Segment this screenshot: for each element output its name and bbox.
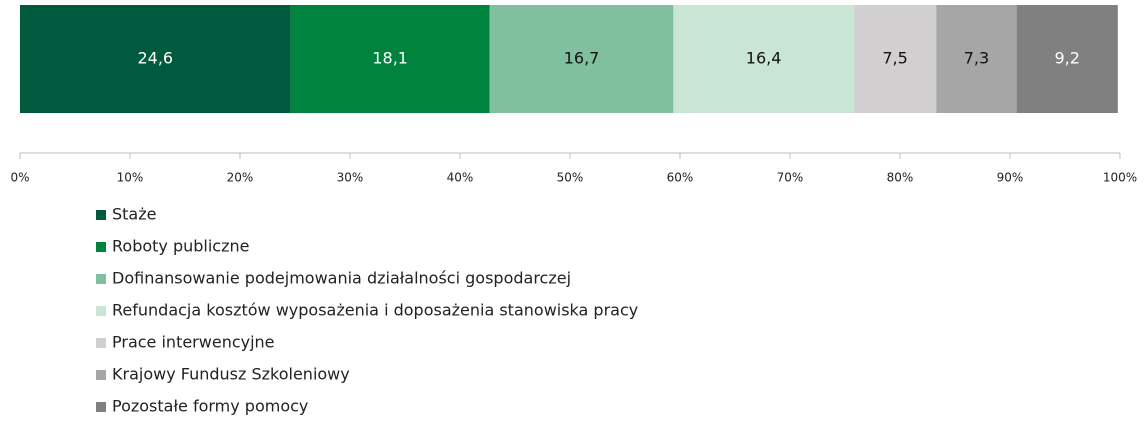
legend-label: Krajowy Fundusz Szkoleniowy — [112, 365, 350, 384]
x-tick-label: 50% — [557, 171, 584, 185]
x-tick-label: 30% — [337, 171, 364, 185]
legend-swatch — [96, 274, 106, 284]
x-tick-label: 90% — [997, 171, 1024, 185]
legend-swatch — [96, 370, 106, 380]
bar-segment — [290, 5, 490, 113]
value-label: 7,5 — [882, 49, 907, 68]
value-label: 18,1 — [372, 49, 408, 68]
value-label: 16,4 — [746, 49, 782, 68]
bar-segment — [20, 5, 291, 113]
value-label: 16,7 — [564, 49, 600, 68]
legend-label: Pozostałe formy pomocy — [112, 397, 308, 416]
x-tick-label: 60% — [667, 171, 694, 185]
x-tick-label: 70% — [777, 171, 804, 185]
legend-swatch — [96, 242, 106, 252]
bar-segment — [1016, 5, 1118, 113]
legend-swatch — [96, 338, 106, 348]
bar-segment — [853, 5, 937, 113]
legend-swatch — [96, 210, 106, 220]
x-tick-label: 80% — [887, 171, 914, 185]
x-tick-label: 10% — [117, 171, 144, 185]
legend-label: Staże — [112, 205, 156, 224]
x-tick-label: 0% — [10, 171, 29, 185]
bar-segment — [489, 5, 674, 113]
legend-label: Prace interwencyjne — [112, 333, 275, 352]
x-tick-label: 40% — [447, 171, 474, 185]
value-label: 9,2 — [1054, 49, 1079, 68]
x-tick-label: 20% — [227, 171, 254, 185]
legend-label: Refundacja kosztów wyposażenia i doposaż… — [112, 301, 638, 320]
bar-segment — [673, 5, 854, 113]
legend-label: Dofinansowanie podejmowania działalności… — [112, 269, 571, 288]
legend-swatch — [96, 402, 106, 412]
x-tick-label: 100% — [1103, 171, 1137, 185]
legend-swatch — [96, 306, 106, 316]
legend-label: Roboty publiczne — [112, 237, 249, 256]
bar-segment — [936, 5, 1017, 113]
value-label: 7,3 — [964, 49, 989, 68]
value-label: 24,6 — [137, 49, 173, 68]
